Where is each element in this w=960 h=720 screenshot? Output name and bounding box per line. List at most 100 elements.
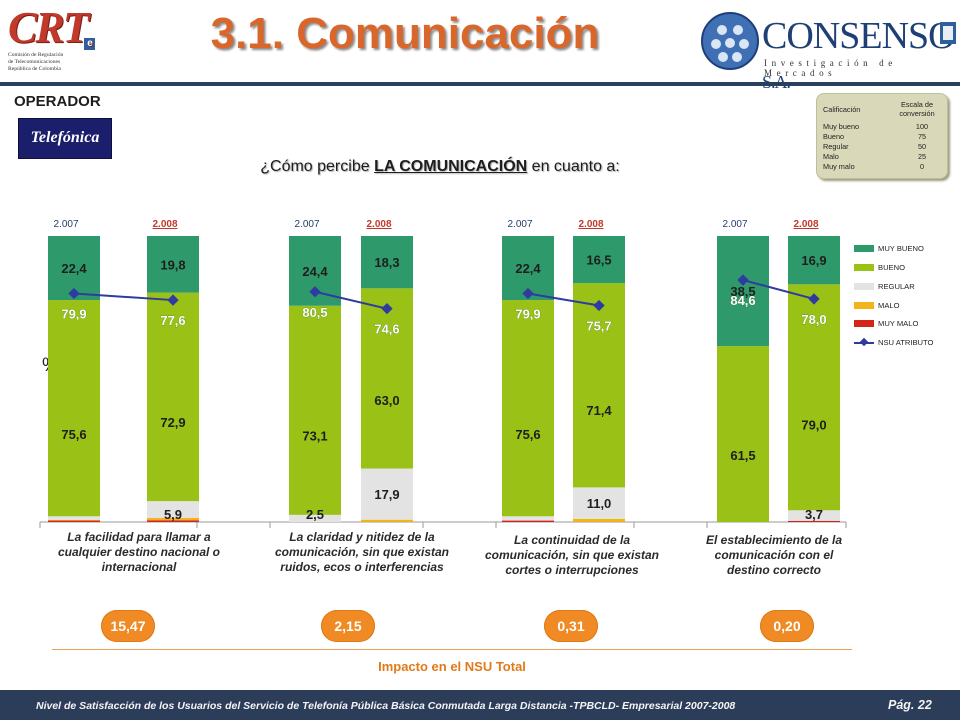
nsu-line xyxy=(742,279,815,300)
data-label-muy-bueno: 18,3 xyxy=(374,255,399,270)
bar-segment-muy-bueno xyxy=(788,236,840,285)
bar-segment-muy-bueno xyxy=(573,236,625,284)
bar-segment-regular xyxy=(361,468,413,520)
telefonica-logo: Telefónica xyxy=(18,118,112,159)
bar-segment-regular xyxy=(502,516,554,521)
survey-question: ¿Cómo percibe LA COMUNICACIÓN en cuanto … xyxy=(260,158,620,175)
bar-segment-regular xyxy=(147,501,199,518)
bar-segment-malo xyxy=(147,517,199,521)
nsu-value-label: 77,6 xyxy=(160,313,185,328)
data-label-bueno: 61,5 xyxy=(730,448,755,463)
nsu-value-label: 80,5 xyxy=(302,305,327,320)
nsu-value-label: 84,6 xyxy=(730,293,755,308)
legend-item-malo: MALO xyxy=(848,300,960,312)
year-label: 2.007 xyxy=(53,219,78,230)
nsu-value-label: 79,9 xyxy=(515,306,540,321)
year-label: 2.008 xyxy=(578,219,603,230)
impact-badge: 15,47 xyxy=(101,610,155,642)
conversion-scale-table: Calificación Escala de conversión Muy bu… xyxy=(816,93,948,179)
footer-text: Nivel de Satisfacción de los Usuarios de… xyxy=(36,700,736,712)
data-label-bueno: 73,1 xyxy=(302,428,327,443)
legend-item-bueno: BUENO xyxy=(848,262,960,274)
data-label-bueno: 75,6 xyxy=(515,427,540,442)
bar-segment-muy-malo xyxy=(502,520,554,522)
data-label-regular: 11,0 xyxy=(587,496,612,511)
data-label-regular: 17,9 xyxy=(374,487,399,502)
scale-row: Regular 50 xyxy=(823,142,927,151)
impact-title: Impacto en el NSU Total xyxy=(378,659,526,674)
legend-item-nsu-atributo: NSU ATRIBUTO xyxy=(848,337,960,349)
scale-header-rating: Calificación xyxy=(823,105,861,114)
data-label-muy-bueno: 19,8 xyxy=(160,257,185,272)
bar-segment-bueno xyxy=(717,346,769,522)
legend-item-muy-malo: MUY MALO xyxy=(848,318,960,330)
nsu-value-label: 79,9 xyxy=(61,306,86,321)
category-label: La continuidad de la comunicación, sin q… xyxy=(484,533,660,577)
nsu-value-label: 75,7 xyxy=(586,318,611,333)
scale-row: Bueno 75 xyxy=(823,132,927,141)
year-label: 2.007 xyxy=(294,219,319,230)
bar-segment-bueno xyxy=(48,300,100,517)
consenso-logo: CONSENSO S.A. Investigación de Mercados xyxy=(700,8,956,92)
nsu-line xyxy=(73,292,174,302)
nsu-point xyxy=(737,274,749,286)
data-label-muy-bueno: 24,4 xyxy=(302,264,328,279)
data-label-muy-bueno: 22,4 xyxy=(61,261,87,276)
year-label: 2.008 xyxy=(152,219,177,230)
year-label: 2.007 xyxy=(507,219,532,230)
bar-segment-bueno xyxy=(502,300,554,517)
bar-segment-muy-bueno xyxy=(147,236,199,293)
bar-segment-malo xyxy=(573,518,625,522)
footer-bar: Nivel de Satisfacción de los Usuarios de… xyxy=(0,690,960,720)
header-rule xyxy=(0,82,960,86)
bar-segment-bueno xyxy=(361,288,413,469)
data-label-bueno: 72,9 xyxy=(160,415,185,430)
year-label: 2.008 xyxy=(366,219,391,230)
year-label: 2.007 xyxy=(722,219,747,230)
nsu-point xyxy=(808,293,820,305)
legend-item-regular: REGULAR xyxy=(848,281,960,293)
page-number: Pág. 22 xyxy=(888,698,932,712)
page-title: 3.1. Comunicación xyxy=(210,9,600,58)
category-label: La facilidad para llamar a cualquier des… xyxy=(57,530,221,574)
legend-item-muy-bueno: MUY BUENO xyxy=(848,243,960,255)
impact-divider xyxy=(52,649,852,650)
bar-segment-bueno xyxy=(788,284,840,511)
crt-logo: CRTe Comisión de Regulación de Telecomun… xyxy=(8,6,100,80)
data-label-muy-bueno: 16,5 xyxy=(586,253,611,268)
scale-row: Malo 25 xyxy=(823,152,927,161)
category-label: La claridad y nitidez de la comunicación… xyxy=(274,530,450,574)
bar-segment-muy-bueno xyxy=(717,236,769,347)
bar-segment-bueno xyxy=(573,283,625,488)
nsu-point xyxy=(522,287,534,300)
category-label: El establecimiento de la comunicación co… xyxy=(705,533,843,577)
bar-segment-bueno xyxy=(289,305,341,515)
nsu-value-label: 78,0 xyxy=(801,312,826,327)
data-label-muy-bueno: 22,4 xyxy=(515,261,541,276)
flag-icon xyxy=(940,22,956,44)
bar-segment-regular xyxy=(289,514,341,522)
impact-badge: 0,31 xyxy=(544,610,598,642)
bar-segment-regular xyxy=(788,510,840,521)
scale-row: Muy malo 0 xyxy=(823,162,925,171)
impact-badge: 0,20 xyxy=(760,610,814,642)
nsu-point xyxy=(593,299,605,312)
scale-header-conversion: Escala de conversión xyxy=(899,100,935,118)
bar-segment-muy-bueno xyxy=(361,236,413,289)
nsu-point xyxy=(167,294,179,306)
nsu-value-label: 74,6 xyxy=(374,322,399,337)
bar-segment-regular xyxy=(48,516,100,520)
nsu-point xyxy=(381,302,393,315)
consenso-globe-icon xyxy=(701,12,759,70)
operator-label: OPERADOR xyxy=(14,93,101,110)
bar-segment-muy-malo xyxy=(788,520,840,522)
nsu-point xyxy=(309,286,321,298)
data-label-muy-bueno: 38,5 xyxy=(730,284,755,299)
year-label: 2.008 xyxy=(793,219,818,230)
data-label-bueno: 75,6 xyxy=(61,427,86,442)
data-label-muy-bueno: 16,9 xyxy=(801,253,826,268)
bar-segment-muy-malo xyxy=(48,520,100,522)
bar-segment-regular xyxy=(573,487,625,519)
bar-segment-malo xyxy=(48,519,100,521)
